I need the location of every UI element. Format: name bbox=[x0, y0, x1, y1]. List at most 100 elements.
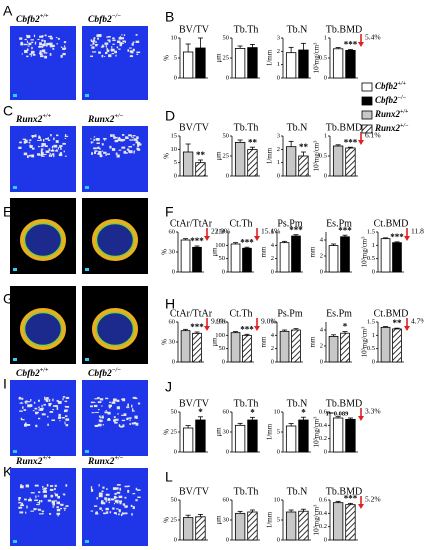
trabecula bbox=[37, 508, 42, 511]
trabecula bbox=[18, 497, 21, 499]
y-axis-label: 10³mg/cm³ bbox=[313, 43, 321, 74]
trabecula bbox=[53, 137, 55, 141]
trabecula bbox=[126, 148, 130, 151]
trabecula bbox=[136, 51, 141, 54]
trabecula bbox=[40, 152, 44, 155]
y-tick-label: 25 bbox=[171, 428, 178, 435]
trabecula bbox=[112, 37, 115, 40]
genotype: +/+ bbox=[40, 368, 49, 374]
trabecula bbox=[117, 138, 121, 142]
chart-title: CtAr/TtAr bbox=[170, 218, 213, 229]
trabecula bbox=[64, 155, 67, 157]
y-tick-label: 50 bbox=[223, 34, 230, 41]
y-tick-label: 30 bbox=[169, 248, 176, 255]
trabecula bbox=[95, 138, 97, 141]
trabecula bbox=[91, 401, 96, 403]
trabecula bbox=[46, 42, 51, 46]
trabecula bbox=[90, 138, 92, 140]
genotype: −/− bbox=[112, 14, 121, 20]
trabecula bbox=[18, 499, 21, 501]
trabecula bbox=[115, 152, 118, 155]
trabecula bbox=[137, 496, 141, 498]
y-tick-label: 1.5 bbox=[367, 318, 375, 325]
trabecula bbox=[118, 136, 121, 140]
trabecula bbox=[132, 135, 136, 137]
trabecula bbox=[114, 492, 117, 495]
trabecula bbox=[96, 137, 100, 141]
trabecula bbox=[30, 39, 34, 41]
trabecula bbox=[44, 41, 46, 44]
trabecula bbox=[37, 502, 40, 504]
gene: Runx2 bbox=[87, 115, 115, 125]
trabecula bbox=[103, 137, 107, 140]
trabecula bbox=[56, 399, 59, 402]
trabecula bbox=[103, 512, 107, 515]
trabecula bbox=[52, 503, 56, 506]
y-tick-label: 0.5 bbox=[319, 152, 327, 159]
trabecula bbox=[94, 404, 98, 408]
trabecula bbox=[127, 485, 130, 487]
trabecula bbox=[97, 423, 102, 427]
trabecula bbox=[34, 134, 37, 138]
trabecula bbox=[61, 417, 65, 419]
trabecula bbox=[25, 484, 30, 488]
trabecula bbox=[105, 410, 107, 412]
trabecula bbox=[53, 405, 56, 407]
y-tick-label: 0 bbox=[174, 448, 177, 455]
significance: *** bbox=[240, 237, 254, 247]
trabecula bbox=[98, 150, 102, 154]
trabecula bbox=[30, 398, 32, 402]
trabecula bbox=[115, 513, 117, 515]
change-label: 5.2% bbox=[365, 495, 381, 504]
trabecula bbox=[129, 423, 131, 426]
y-tick-label: 0 bbox=[174, 172, 177, 179]
trabecula bbox=[94, 150, 98, 152]
change-arrowhead bbox=[358, 416, 364, 421]
trabecula bbox=[106, 47, 108, 50]
bar bbox=[247, 47, 258, 79]
trabecula bbox=[56, 43, 58, 45]
bar bbox=[230, 243, 241, 273]
y-axis-label: 10³mg/cm³ bbox=[313, 505, 321, 536]
genotype: +/− bbox=[114, 456, 123, 462]
trabecula bbox=[63, 150, 65, 153]
change-arrowhead bbox=[358, 504, 364, 509]
trabecula bbox=[19, 485, 24, 489]
trabecula bbox=[129, 419, 131, 421]
y-tick-label: 0.4 bbox=[319, 422, 328, 429]
y-tick-label: 60 bbox=[169, 228, 176, 235]
scale-mark bbox=[85, 358, 89, 361]
trabecula bbox=[38, 154, 41, 156]
bar bbox=[182, 427, 194, 453]
trabecula bbox=[23, 498, 27, 501]
chart-title: Ps.Pm bbox=[277, 308, 303, 319]
trabecula bbox=[43, 403, 46, 406]
trabecula bbox=[55, 500, 57, 502]
genotype-label: Cbfb2+/+ bbox=[16, 14, 49, 25]
trabecula bbox=[123, 152, 128, 154]
change-label: 5.4% bbox=[365, 33, 381, 42]
trabecula bbox=[42, 490, 47, 493]
trabecula bbox=[47, 35, 51, 38]
trabecula bbox=[43, 494, 48, 498]
y-tick-label: 0 bbox=[320, 268, 323, 275]
trabecula bbox=[24, 140, 28, 143]
trabecula bbox=[45, 150, 50, 153]
trabecula bbox=[105, 507, 109, 511]
trabecula bbox=[114, 50, 117, 54]
gene: Runx2 bbox=[87, 291, 115, 301]
trabecula bbox=[32, 136, 34, 139]
change-arrowhead bbox=[404, 326, 410, 331]
trabecula bbox=[116, 508, 119, 510]
trabecula bbox=[22, 406, 24, 409]
panel-letter: A bbox=[3, 3, 13, 19]
trabecula bbox=[55, 150, 59, 152]
trabecula bbox=[132, 396, 135, 399]
genotype: −/− bbox=[112, 202, 121, 208]
trabecula bbox=[39, 42, 42, 46]
legend-swatch bbox=[361, 110, 373, 120]
trabecula bbox=[25, 400, 28, 402]
panel-letter: D bbox=[165, 108, 175, 124]
y-tick-label: 3 bbox=[277, 34, 280, 41]
y-axis-label: mm bbox=[260, 336, 268, 347]
